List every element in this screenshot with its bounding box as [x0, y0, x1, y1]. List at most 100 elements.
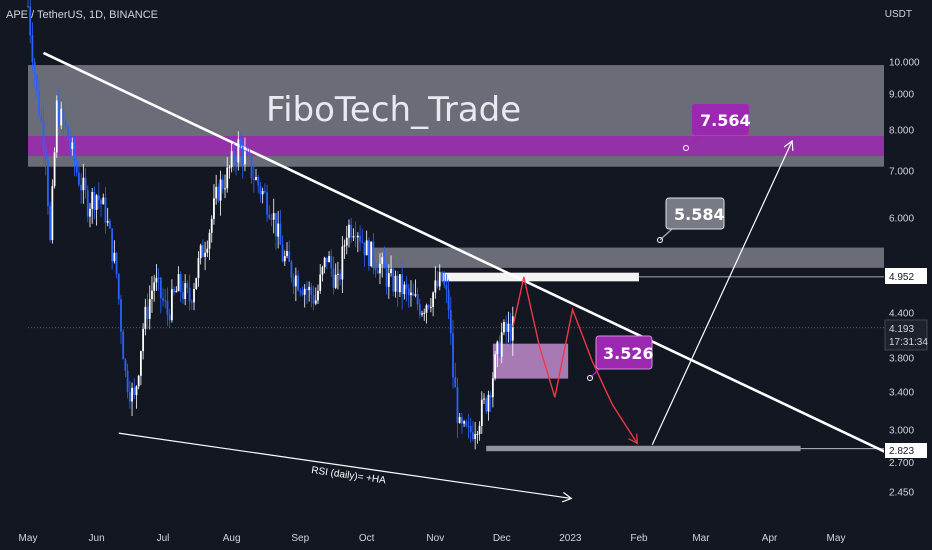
candle-body [177, 274, 180, 291]
candle-body [95, 195, 98, 210]
candle-body [434, 280, 437, 293]
price-tick-label: 10.000 [889, 58, 920, 69]
candle-body [206, 248, 209, 253]
candle-body [270, 218, 273, 220]
callout-anchor-dot [657, 237, 663, 243]
candle-body [244, 151, 246, 165]
candle-body [383, 257, 386, 269]
candle-body [359, 235, 361, 242]
candle-body [263, 190, 266, 193]
candle-body [78, 172, 80, 185]
candle-body [38, 89, 40, 116]
candle-body [372, 241, 375, 265]
candle-body [164, 300, 167, 302]
candle-body [438, 272, 441, 287]
candle-body [75, 162, 78, 173]
candle-body [356, 235, 359, 238]
candle-body [224, 188, 226, 190]
candle-body [266, 192, 268, 215]
callout-box [692, 104, 749, 135]
candle-body [168, 314, 171, 321]
zone-purple-box [492, 343, 569, 379]
last-price-value: 4.193 [889, 324, 914, 335]
candle-body [66, 126, 69, 140]
candle-body [109, 220, 111, 229]
candle-body [151, 290, 153, 299]
candle-body [131, 387, 133, 402]
candle-body [503, 321, 505, 333]
symbol-title[interactable]: APE / TetherUS, 1D, BINANCE [6, 9, 159, 21]
callout-target-mid: 5.584 [657, 197, 725, 243]
candle-body [102, 197, 105, 205]
candle-body [421, 313, 423, 315]
candle-body [126, 370, 129, 392]
callout-box [595, 335, 653, 370]
candle-body [44, 148, 47, 161]
candle-body [330, 256, 333, 269]
candle-body [153, 282, 156, 291]
currency-label: USDT [884, 9, 912, 20]
candle-body [210, 218, 213, 233]
candle-body [55, 100, 58, 153]
candle-body [272, 213, 275, 220]
time-axis[interactable] [0, 524, 932, 550]
time-tick-label: Nov [426, 533, 444, 544]
candle-body [232, 151, 235, 163]
callout-anchor-dot [683, 145, 689, 151]
candle-body [494, 354, 496, 379]
candle-body [392, 268, 395, 292]
candle-body [100, 199, 102, 205]
candle-body [42, 120, 45, 149]
price-labels: 4.952 4.193 17:31:34 2.823 [884, 268, 928, 458]
candle-body [467, 425, 470, 427]
candle-body [423, 312, 426, 314]
candle-body [199, 245, 202, 259]
candle-body [436, 280, 439, 287]
price-label-4952: 4.952 [889, 272, 914, 283]
callout-label: 7.564 [700, 111, 751, 130]
zone-white-band [441, 272, 639, 282]
candle-body [337, 273, 339, 275]
candle-body [166, 300, 169, 315]
candle-body [279, 223, 282, 245]
candle-body [416, 294, 419, 305]
candle-body [456, 387, 459, 423]
candle-body [215, 186, 218, 199]
candle-body [465, 421, 468, 426]
time-tick-label: Aug [223, 533, 241, 544]
candle-body [186, 283, 189, 288]
candle-body [350, 224, 353, 238]
candle-body [476, 434, 479, 436]
candle-body [97, 195, 100, 200]
candle-body [195, 278, 198, 290]
time-tick-label: Sep [291, 533, 309, 544]
candle-body [124, 359, 127, 371]
candle-body [418, 304, 421, 315]
candle-body [142, 328, 145, 352]
candle-body [308, 286, 311, 291]
candle-body [414, 294, 417, 296]
candle-body [73, 142, 76, 163]
price-tick-label: 7.000 [889, 167, 914, 178]
price-axis-ticks: 10.000 9.000 8.000 7.000 6.000 4.400 3.800 3.40… [889, 58, 920, 499]
candle-body [368, 240, 370, 267]
candle-body [376, 270, 379, 274]
candle-body [62, 108, 65, 122]
candle-body [427, 305, 430, 308]
candle-body [407, 288, 410, 296]
countdown-timer: 17:31:34 [889, 337, 928, 348]
candle-body [201, 245, 204, 257]
candle-body [188, 287, 191, 302]
time-tick-label: Mar [692, 533, 710, 544]
candle-body [246, 151, 249, 153]
price-label-box [885, 443, 927, 458]
candle-body [387, 273, 390, 287]
time-tick-label: Oct [359, 533, 375, 544]
candle-body [170, 289, 173, 321]
zone-purple-band [28, 136, 884, 157]
candle-body [345, 237, 348, 246]
candle-body [507, 323, 510, 332]
